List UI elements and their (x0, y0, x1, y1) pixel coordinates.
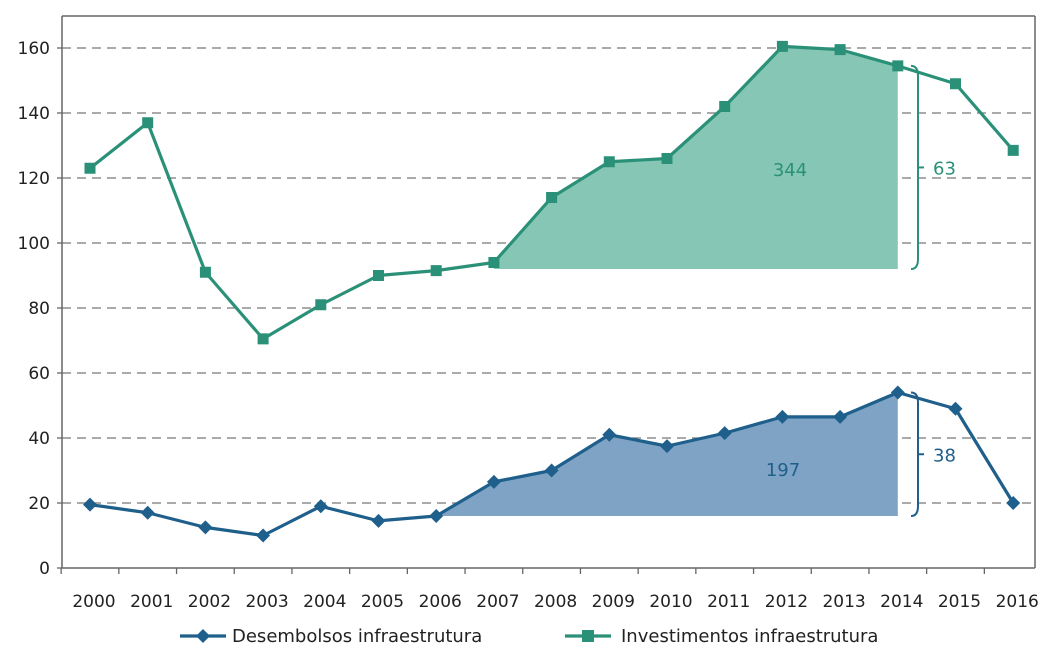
data-point-diamond (1006, 496, 1021, 510)
data-point-square (199, 266, 211, 278)
y-tick-label: 0 (39, 559, 50, 579)
data-point-square (603, 156, 615, 168)
data-point-square (834, 44, 846, 56)
x-tick-label: 2005 (361, 592, 404, 612)
y-tick-label: 140 (18, 104, 50, 124)
bracket-value-label: 38 (933, 445, 956, 466)
data-point-diamond (775, 409, 790, 424)
y-tick-label: 100 (18, 234, 50, 254)
data-point-square (950, 78, 961, 90)
data-point-diamond (890, 385, 905, 400)
legend-label-2: Investimentos infraestrutura (621, 626, 878, 646)
data-point-square (430, 265, 442, 277)
data-point-diamond (486, 474, 501, 489)
x-tick-label: 2002 (188, 592, 231, 612)
y-tick-label: 120 (18, 169, 50, 189)
x-tick-label: 2009 (592, 592, 635, 612)
x-tick-label: 2004 (303, 592, 346, 612)
x-tick-label: 2014 (880, 592, 923, 612)
x-tick-label: 2016 (996, 592, 1039, 612)
data-point-square (373, 270, 384, 281)
bracket-value-label: 63 (933, 158, 956, 179)
data-point-square (142, 117, 154, 129)
bracket-2 (910, 391, 919, 517)
data-point-diamond (660, 439, 674, 454)
x-tick-label: 2000 (72, 592, 115, 612)
data-point-square (315, 299, 327, 311)
data-point-diamond (833, 409, 848, 424)
x-tick-label: 2010 (649, 592, 692, 612)
x-tick-label: 2013 (822, 592, 865, 612)
data-point-diamond (717, 426, 732, 441)
area-total-label: 344 (773, 160, 807, 181)
area-total-label: 197 (766, 460, 800, 481)
y-tick-label: 160 (18, 39, 50, 59)
data-point-diamond (256, 528, 271, 543)
x-tick-label: 2006 (419, 592, 462, 612)
x-tick-label: 2012 (765, 592, 808, 612)
data-point-square (84, 162, 96, 174)
data-point-square (776, 40, 788, 52)
x-tick-label: 2003 (245, 592, 288, 612)
data-point-diamond (313, 499, 328, 514)
bracket-1 (910, 64, 919, 270)
data-point-diamond (602, 427, 617, 442)
data-point-square (546, 192, 558, 203)
legend-label-1: Desembolsos infraestrutura (232, 626, 482, 646)
data-point-diamond (140, 505, 155, 520)
legend-marker-square (582, 630, 594, 642)
shaded-area-1 (493, 46, 898, 269)
data-point-diamond (198, 520, 213, 535)
data-point-square (1007, 144, 1019, 156)
data-point-diamond (544, 463, 559, 478)
y-tick-label: 60 (28, 364, 50, 384)
x-tick-label: 2008 (534, 592, 577, 612)
y-tick-label: 20 (28, 494, 50, 514)
data-point-square (661, 153, 673, 164)
data-point-diamond (429, 509, 444, 523)
legend-marker-diamond (196, 629, 210, 643)
y-tick-label: 40 (28, 429, 50, 449)
data-point-square (488, 257, 500, 268)
x-tick-label: 2015 (938, 592, 981, 612)
data-point-square (892, 60, 904, 72)
x-tick-label: 2011 (707, 592, 750, 612)
data-point-diamond (371, 513, 386, 528)
y-tick-label: 80 (28, 299, 50, 319)
x-tick-label: 2001 (130, 592, 173, 612)
data-point-diamond (83, 497, 97, 512)
data-point-diamond (948, 401, 963, 416)
shaded-area-2 (436, 392, 898, 516)
data-point-square (257, 333, 269, 345)
x-tick-label: 2007 (476, 592, 519, 612)
data-point-square (719, 101, 731, 112)
